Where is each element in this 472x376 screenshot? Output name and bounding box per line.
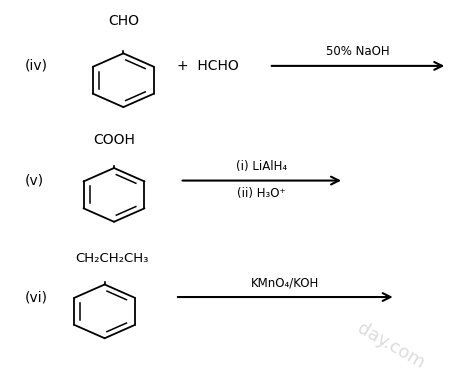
Text: day.com: day.com <box>354 319 428 372</box>
Text: 50% NaOH: 50% NaOH <box>326 45 390 58</box>
Text: +  HCHO: + HCHO <box>177 59 239 73</box>
Text: CH₂CH₂CH₃: CH₂CH₂CH₃ <box>75 252 148 265</box>
Text: (vi): (vi) <box>25 290 48 304</box>
Text: (v): (v) <box>25 174 44 188</box>
Text: KMnO₄/KOH: KMnO₄/KOH <box>251 276 320 289</box>
Text: (iv): (iv) <box>25 59 48 73</box>
Text: (i) LiAlH₄: (i) LiAlH₄ <box>236 160 287 173</box>
Text: COOH: COOH <box>93 132 135 147</box>
Text: (ii) H₃O⁺: (ii) H₃O⁺ <box>237 187 286 200</box>
Text: CHO: CHO <box>108 14 139 28</box>
